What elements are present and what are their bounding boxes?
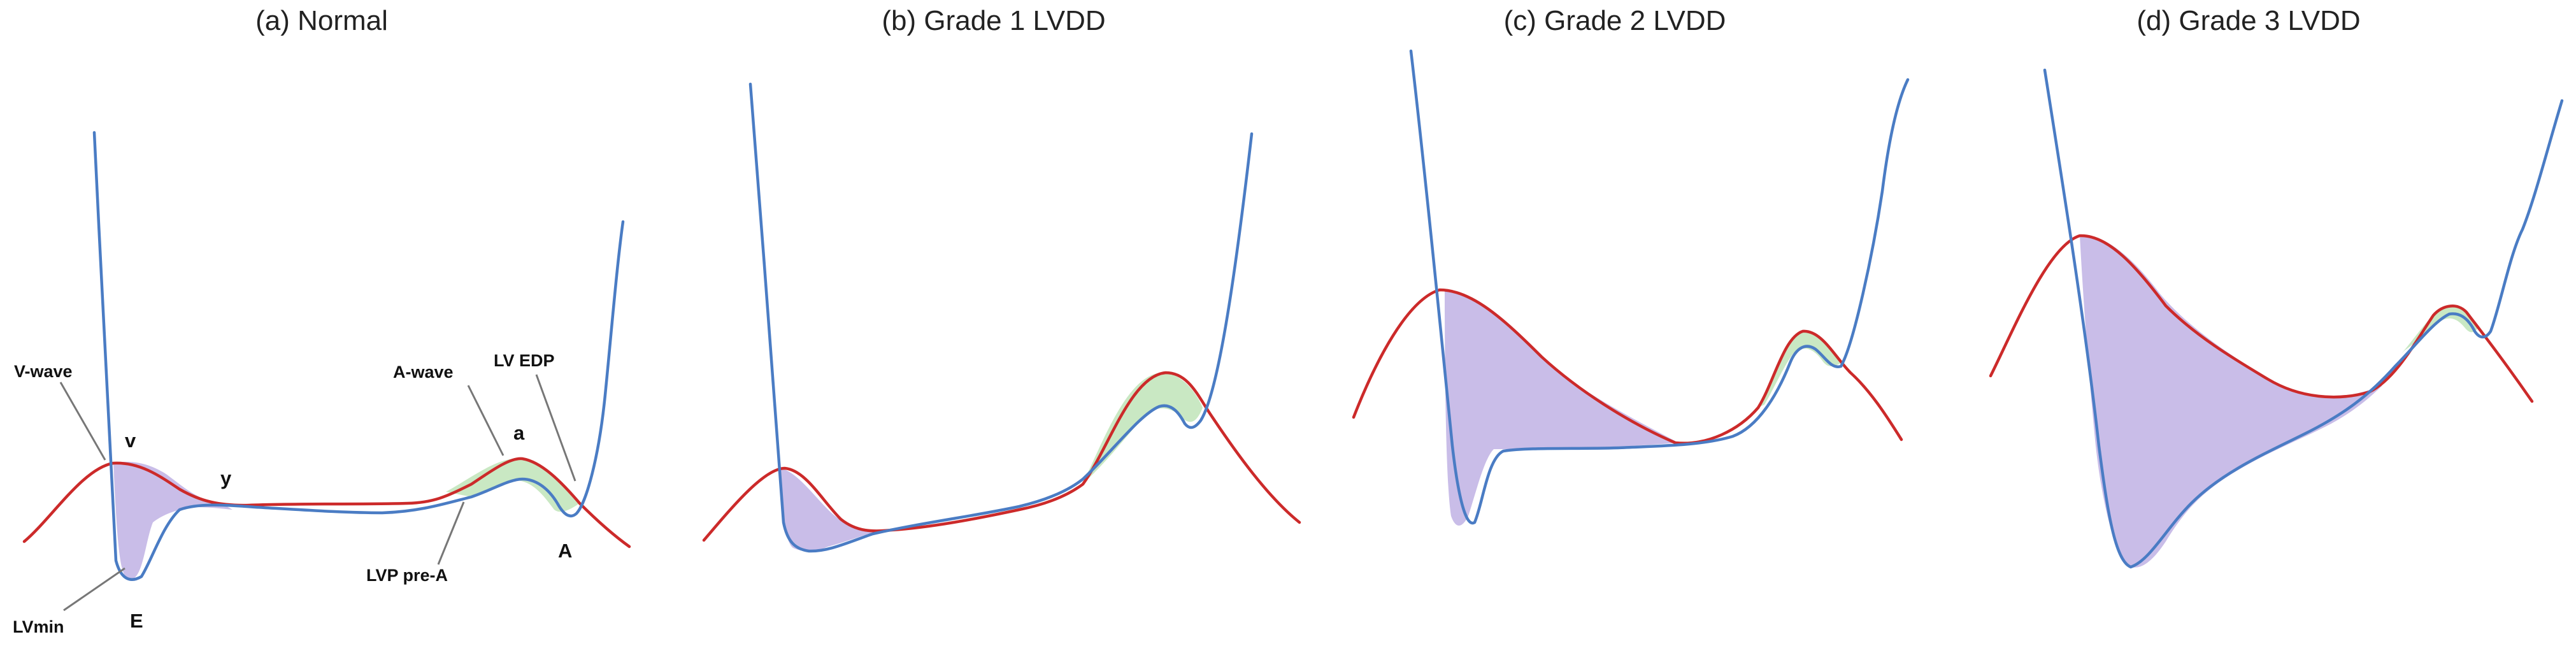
panel-c-la-pressure-curve (1352, 288, 1903, 445)
panel-b-la-pressure-curve (702, 371, 1301, 542)
panel-b-atrial-filling-area (1082, 372, 1203, 485)
panel-a-a-label: a (513, 422, 525, 444)
panel-a-lvp-pre-a-label: LVP pre-A (366, 566, 448, 585)
panel-a-v-wave-label: V-wave (14, 362, 73, 381)
panel-a-early-filling-area (113, 461, 233, 580)
panel-a-lv-edp-leader (535, 374, 576, 482)
panel-b-early-filling-area (780, 468, 879, 552)
panel-c-diagram (1352, 49, 1910, 526)
panel-a-v-wave-leader (59, 382, 106, 461)
panel-c-early-filling-area (1445, 290, 1678, 526)
panel-d-early-filling-area (2080, 235, 2382, 568)
panel-a-lv-edp-label: LV EDP (494, 351, 555, 370)
panel-a-v-label: v (125, 429, 136, 452)
panel-c-lv-pressure-curve (1409, 49, 1910, 525)
panel-a-diagram: V-wave v y A-wave a LV EDP LVP pre-A LVm… (13, 131, 631, 636)
panel-a-lvmin-label: LVmin (13, 617, 64, 636)
panel-a-la-pressure-curve (22, 457, 631, 549)
panel-a-title: (a) Normal (255, 5, 388, 36)
panel-b-lv-pressure-curve (748, 82, 1254, 553)
panel-a-a-wave-leader (467, 385, 504, 456)
panel-d-atrial-filling-area (2401, 305, 2478, 354)
panel-a-e-label: E (130, 610, 143, 632)
panel-a-lv-pressure-curve (92, 131, 625, 581)
panel-c-title: (c) Grade 2 LVDD (1503, 5, 1726, 36)
panel-d-title: (d) Grade 3 LVDD (2136, 5, 2361, 36)
panel-a-a-upper-label: A (558, 540, 572, 562)
panel-b-title: (b) Grade 1 LVDD (882, 5, 1106, 36)
panel-c-atrial-filling-area (1758, 331, 1841, 408)
panel-a-lvp-pre-a-leader (437, 501, 465, 565)
panel-b-diagram (702, 82, 1301, 553)
panel-d-la-pressure-curve (1989, 234, 2534, 403)
panel-d-diagram (1989, 68, 2564, 569)
panel-a-lvmin-leader (63, 567, 125, 612)
panel-a-a-wave-label: A-wave (393, 362, 454, 382)
panel-a-y-label: y (220, 467, 232, 489)
panel-a-atrial-filling-area (446, 458, 580, 512)
panel-d-lv-pressure-curve (2043, 68, 2564, 569)
